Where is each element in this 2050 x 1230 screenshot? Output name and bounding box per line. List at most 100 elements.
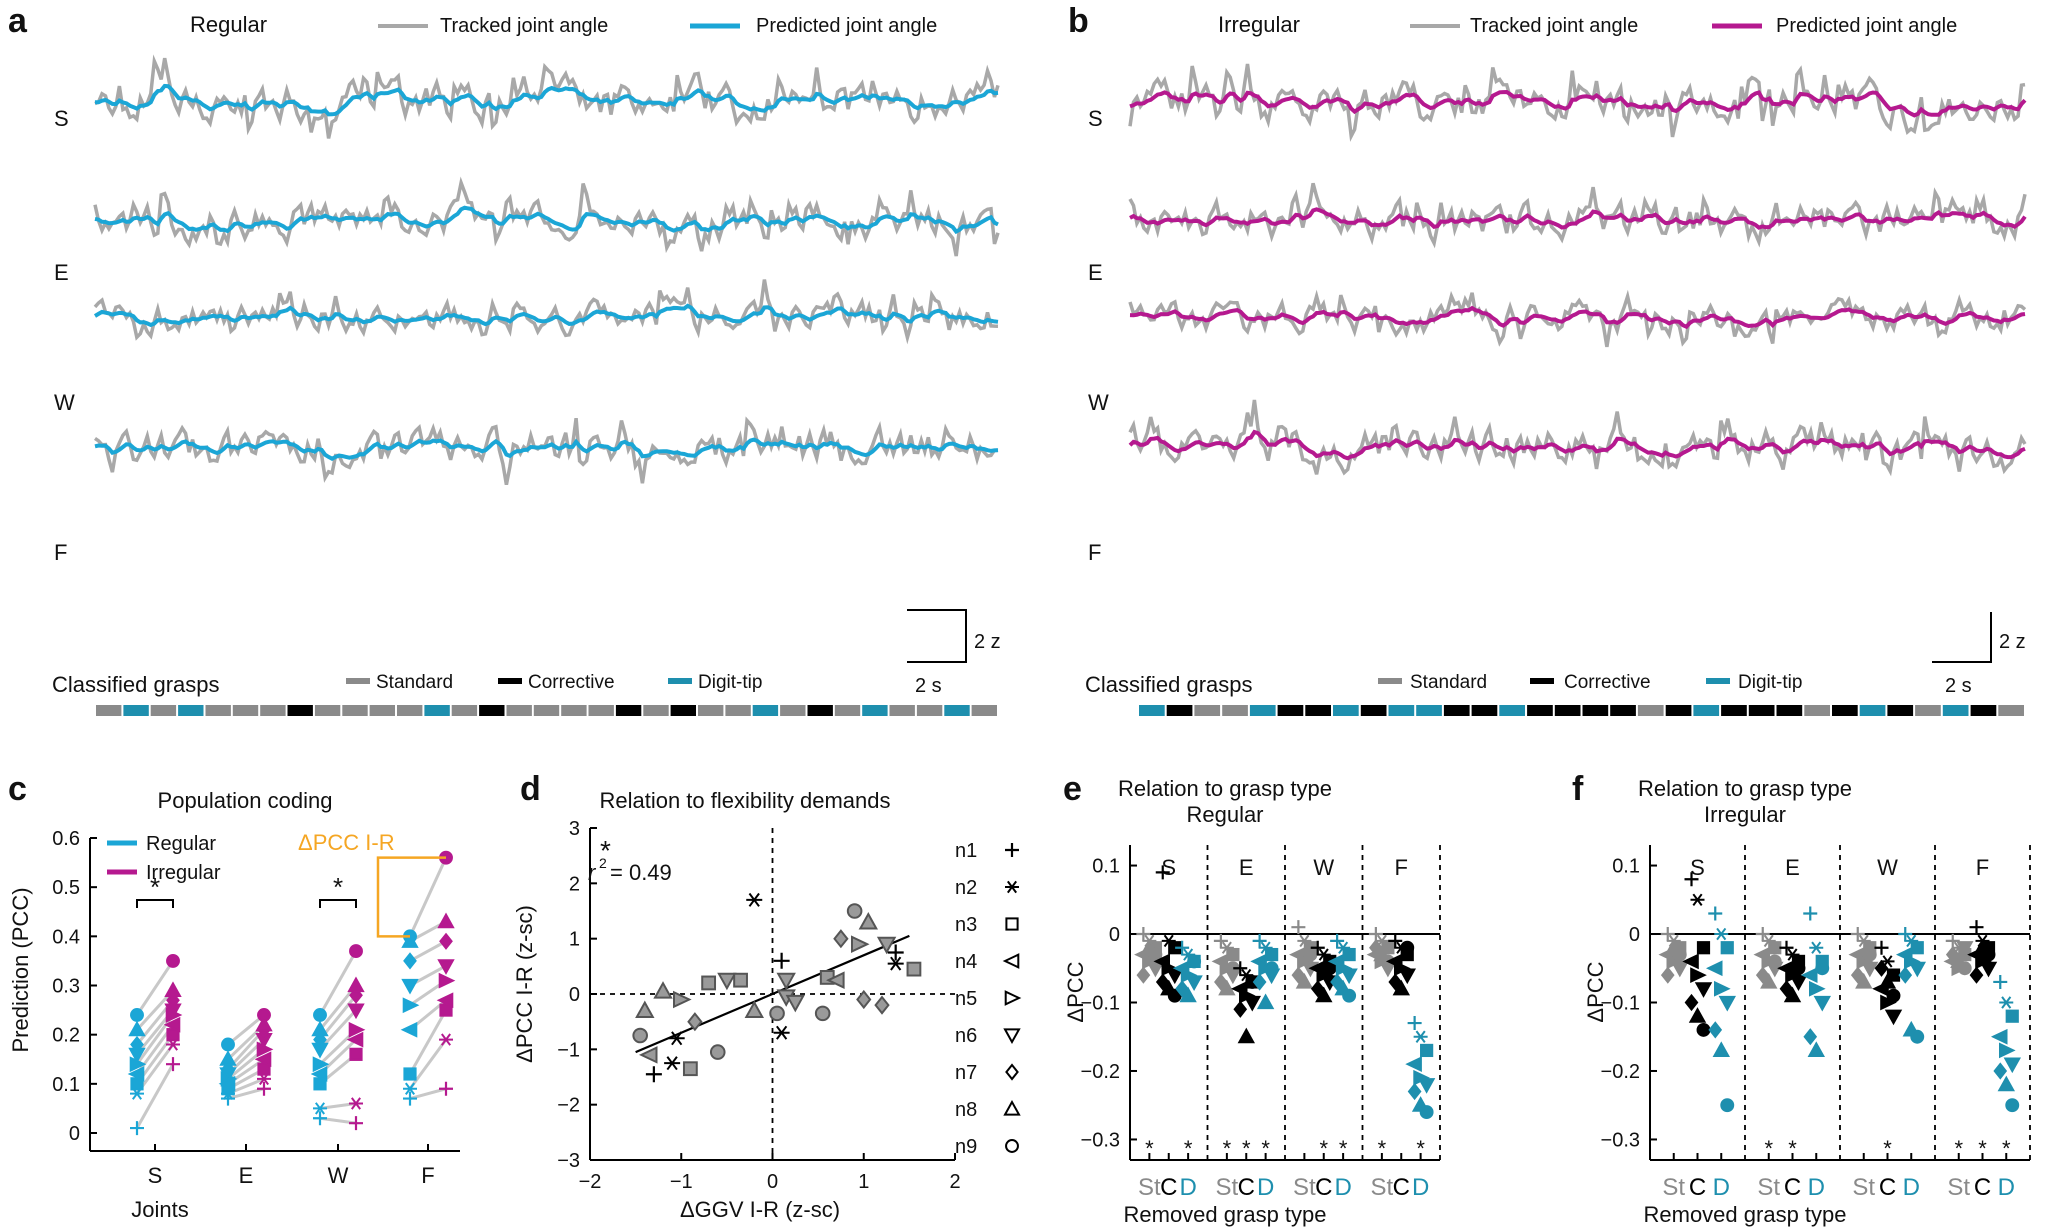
pair-line <box>409 1087 447 1101</box>
scatter-point <box>709 1044 726 1060</box>
grasp-segment <box>1471 705 1498 716</box>
delta-point <box>1237 1027 1255 1044</box>
delta-point <box>1720 941 1734 955</box>
grasp-segment <box>1942 705 1969 716</box>
panel-c-ylabel: Prediction (PCC) <box>8 887 33 1052</box>
y-tick-label: −0.2 <box>1081 1061 1120 1083</box>
significance-star: * <box>1319 1136 1328 1161</box>
panel-e-subtitle: Regular <box>1186 802 1263 827</box>
scatter-point <box>769 1005 785 1022</box>
grasps-label-a: Classified grasps <box>52 672 220 697</box>
delta-point <box>1979 961 1998 978</box>
delta-point <box>1688 1007 1707 1023</box>
panel-c: c Population coding Joints Prediction (P… <box>8 770 460 1222</box>
legend-predicted-label-b: Predicted joint angle <box>1776 15 1957 37</box>
irregular-point <box>349 1097 363 1110</box>
predicted-trace-1 <box>1129 207 2027 230</box>
regular-point <box>403 1091 417 1106</box>
regular-point <box>401 978 419 995</box>
delta-point <box>1874 959 1889 977</box>
delta-point <box>1861 961 1879 978</box>
delta-point <box>1672 947 1687 962</box>
grasp-segment <box>1166 705 1193 716</box>
grasp-segment <box>834 705 861 716</box>
delta-point <box>1956 941 1974 957</box>
irregular-point <box>163 1016 181 1033</box>
tracked-trace-0 <box>94 54 1000 139</box>
panel-f-title: Relation to grasp type <box>1638 776 1852 801</box>
delta-point <box>1233 961 1248 976</box>
irregular-point <box>166 1057 180 1072</box>
irregular-point <box>349 1116 363 1131</box>
panel-e-ylabel: ΔPCC <box>1063 961 1088 1022</box>
grasp-segment <box>944 705 970 716</box>
delta-point <box>1175 980 1189 998</box>
delta-point <box>1342 988 1357 1003</box>
irregular-point <box>164 981 182 997</box>
delta-point <box>1696 1022 1711 1037</box>
panel-a-title: Regular <box>190 12 267 37</box>
panel-d-letter: d <box>520 770 541 808</box>
significance-star: * <box>1339 1136 1348 1161</box>
grasp-segment <box>1527 705 1553 716</box>
irregular-point <box>346 1031 364 1048</box>
panel-e-letter: e <box>1063 770 1082 808</box>
delta-point <box>1330 973 1344 991</box>
panel-e-title: Relation to grasp type <box>1118 776 1332 801</box>
panel-d-r2-value: = 0.49 <box>610 860 672 885</box>
grasp-segment <box>205 705 231 716</box>
legend-irregular-c: Irregular <box>146 862 221 884</box>
grasp-segment <box>1610 705 1636 716</box>
marker-legend-symbol <box>1005 843 1019 857</box>
marker-legend-symbol <box>1003 1099 1021 1116</box>
delta-pcc-annotation: ΔPCC I-R <box>298 830 395 855</box>
irregular-point <box>257 1008 271 1022</box>
joint-header: W <box>1877 855 1898 880</box>
group-tick-label: C <box>1238 1174 1255 1201</box>
delta-bracket <box>376 856 446 938</box>
group-tick-label: St <box>1138 1174 1161 1201</box>
delta-point <box>1175 940 1190 955</box>
joint-label-b-s: S <box>1088 106 1103 131</box>
x-tick-label: E <box>239 1163 254 1188</box>
pair-line <box>135 960 175 1016</box>
irregular-point <box>438 972 456 989</box>
delta-point <box>1420 1043 1434 1058</box>
tracked-trace-2 <box>93 279 999 345</box>
panel-a: a Regular Tracked joint angle Predicted … <box>8 2 1001 716</box>
grasp-segment <box>889 705 915 716</box>
delta-point <box>1945 945 1960 964</box>
delta-point <box>1213 933 1228 948</box>
regular-point <box>402 997 420 1014</box>
scale-x-label-b: 2 s <box>1945 675 1972 697</box>
irregular-point <box>439 932 453 950</box>
panel-e-xlabel: Removed grasp type <box>1124 1202 1327 1227</box>
legend-tracked-label-b: Tracked joint angle <box>1470 15 1638 37</box>
tracked-trace-0 <box>1128 63 2026 142</box>
grasp-segment <box>178 705 204 716</box>
legend-tracked-label-a: Tracked joint angle <box>440 15 608 37</box>
delta-point <box>1708 906 1723 921</box>
delta-point <box>1694 982 1713 998</box>
irregular-point <box>255 1015 273 1032</box>
irregular-point <box>439 1033 453 1046</box>
pair-line <box>135 1063 175 1129</box>
marker-legend-label: n9 <box>955 1136 977 1158</box>
grasp-segment <box>1915 705 1941 716</box>
y-tick-label: −0.2 <box>1601 1061 1640 1083</box>
scatter-point <box>673 990 692 1009</box>
group-tick-label: C <box>1315 1174 1332 1201</box>
regular-point <box>313 1008 327 1022</box>
group-tick-label: D <box>1998 1174 2015 1201</box>
panel-d-r2-symbol: r <box>588 860 597 885</box>
grasp-segment <box>533 705 560 716</box>
group-tick-label: St <box>1662 1174 1685 1201</box>
scatter-point <box>887 944 904 961</box>
delta-point <box>1252 973 1267 991</box>
pair-line <box>408 857 448 937</box>
y-tick-label: −0.1 <box>1081 993 1120 1015</box>
y-tick-label: 1 <box>569 929 580 951</box>
panel-f-ylabel: ΔPCC <box>1583 961 1608 1022</box>
delta-point <box>1809 980 1826 997</box>
